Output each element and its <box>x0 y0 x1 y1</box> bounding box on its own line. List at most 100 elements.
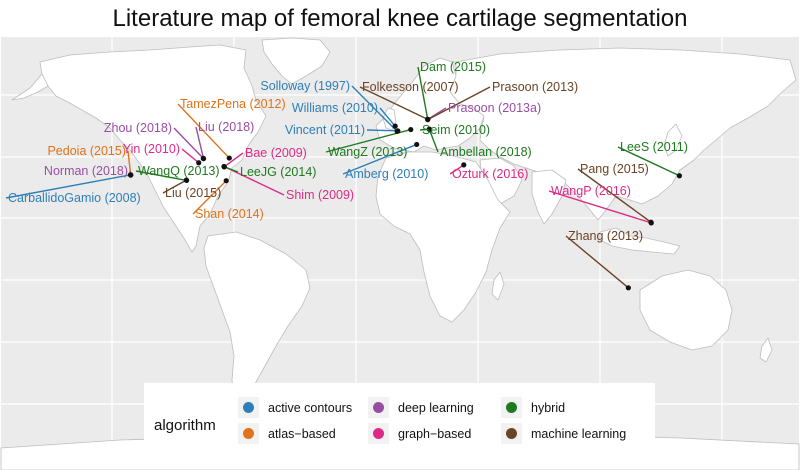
map-panel: Solloway (1997) Williams (2010) Vincent (2… <box>0 37 800 470</box>
point-vincent-2011 <box>395 128 401 134</box>
leader-solloway-1997 <box>351 85 398 132</box>
point-prasoon-2013 <box>425 117 431 123</box>
leader-shan-2014 <box>192 180 227 215</box>
point-amberg-2010 <box>414 141 420 148</box>
label-wangp-2016: WangP (2016) <box>551 184 631 198</box>
leader-liu-2018 <box>195 126 205 159</box>
legend-title: algorithm <box>154 417 216 434</box>
point-tamezpena-2012 <box>226 155 232 161</box>
legend: algorithm active contours atlas−based deep… <box>144 383 655 467</box>
label-wangz-2013: WangZ (2013) <box>328 145 407 159</box>
label-liu-2018: Liu (2018) <box>198 120 254 134</box>
australia <box>639 269 733 351</box>
leader-lees-2011 <box>617 146 680 177</box>
label-norman-2018: Norman (2018) <box>44 164 128 178</box>
label-pang-2015: Pang (2015) <box>580 162 649 176</box>
legend-label-atlas-based: atlas−based <box>268 427 336 441</box>
label-shim-2009: Shim (2009) <box>286 188 354 202</box>
legend-swatch-graph-based <box>373 428 384 439</box>
asia <box>449 47 797 221</box>
legend-items: active contours atlas−based deep learning g… <box>238 397 626 444</box>
point-shan-2014 <box>223 178 229 184</box>
legend-label-active-contours: active contours <box>268 401 352 415</box>
greenland <box>261 37 331 85</box>
legend-label-deep-learning: deep learning <box>398 401 474 415</box>
leader-wangq-2013 <box>135 170 187 182</box>
north-america <box>39 44 267 253</box>
point-norman-2018 <box>127 172 134 178</box>
leader-zhou-2018 <box>173 127 204 159</box>
point-leejg-2014 <box>221 164 227 170</box>
leader-tamezpena-2012 <box>177 103 230 159</box>
label-pedoia-2015: Pedoia (2015) <box>47 144 126 158</box>
leader-vincent-2011 <box>366 129 398 132</box>
label-dam-2015: Dam (2015) <box>420 60 486 74</box>
leader-liu-2015 <box>162 179 187 194</box>
leader-bae-2009 <box>223 152 244 168</box>
point-williams-2010 <box>392 123 398 129</box>
label-yin-2010: Yin (2010) <box>123 142 180 156</box>
africa <box>375 151 511 323</box>
legend-label-machine-learning: machine learning <box>531 427 626 441</box>
label-zhang-2013: Zhang (2013) <box>568 229 643 243</box>
legend-swatch-atlas-based <box>243 428 254 439</box>
leader-dam-2015 <box>417 66 429 120</box>
label-leejg-2014: LeeJG (2014) <box>240 165 316 179</box>
label-zhou-2018: Zhou (2018) <box>104 121 172 135</box>
label-liu-2015: Liu (2015) <box>165 186 221 200</box>
leader-carballidogamio-2008 <box>5 174 131 199</box>
point-liu-2015 <box>183 177 189 183</box>
label-lees-2011: LeeS (2011) <box>620 140 688 154</box>
label-prasoon-2013: Prasoon (2013) <box>492 80 578 94</box>
leader-zhang-2013 <box>565 235 629 289</box>
label-amberg-2010: Amberg (2010) <box>345 167 428 181</box>
alaska-peninsula <box>11 73 49 101</box>
leader-yin-2010 <box>181 148 200 164</box>
india <box>531 169 567 225</box>
legend-label-graph-based: graph−based <box>398 427 471 441</box>
label-wangq-2013: WangQ (2013) <box>138 164 220 178</box>
label-solloway-1997: Solloway (1997) <box>260 79 350 93</box>
map-title: Literature map of femoral knee cartilage… <box>113 5 688 32</box>
leader-wangp-2016 <box>548 190 652 224</box>
point-lees-2011 <box>676 173 683 179</box>
label-carballidogamio-2008: CarballidoGamio (2008) <box>8 191 141 205</box>
leader-ambellan-2018 <box>428 128 439 153</box>
point-wangz-2013 <box>408 126 414 133</box>
leader-prasoon-2013 <box>427 86 491 121</box>
point-pang-2015 <box>648 219 654 225</box>
point-yin-2010 <box>196 160 202 166</box>
leader-pang-2015 <box>577 168 652 223</box>
legend-swatch-active-contours <box>243 402 254 413</box>
leader-williams-2010 <box>379 107 396 127</box>
study-points <box>127 116 683 291</box>
point-liu-2018 <box>200 156 207 162</box>
label-tamezpena-2012: TamezPena (2012) <box>180 97 286 111</box>
se-asia-islands <box>599 227 681 255</box>
label-prasoon-2013a: Prasoon (2013a) <box>448 101 541 115</box>
leader-lines <box>5 66 680 289</box>
leader-ozturk-2016 <box>449 164 465 175</box>
leader-amberg-2010 <box>342 143 417 175</box>
label-ambellan-2018: Ambellan (2018) <box>440 145 532 159</box>
study-labels: Solloway (1997) Williams (2010) Vincent (2… <box>8 60 688 243</box>
label-ozturk-2016: Ozturk (2016) <box>452 167 528 181</box>
japan <box>663 123 683 157</box>
madagascar <box>491 271 505 301</box>
label-vincent-2011: Vincent (2011) <box>285 123 365 137</box>
label-folkesson-2007: Folkesson (2007) <box>362 80 459 94</box>
legend-swatch-machine-learning <box>506 428 517 439</box>
legend-label-hybrid: hybrid <box>531 401 565 415</box>
legend-swatch-hybrid <box>506 402 517 413</box>
label-seim-2010: Seim (2010) <box>422 123 490 137</box>
point-ambellan-2018 <box>426 126 432 132</box>
new-zealand <box>759 337 773 363</box>
label-shan-2014: Shan (2014) <box>195 207 264 221</box>
label-williams-2010: Williams (2010) <box>292 101 378 115</box>
point-zhang-2013 <box>625 285 631 291</box>
legend-box <box>144 383 655 467</box>
point-ozturk-2016 <box>461 162 467 168</box>
label-bae-2009: Bae (2009) <box>245 146 307 160</box>
legend-swatch-deep-learning <box>373 402 384 413</box>
